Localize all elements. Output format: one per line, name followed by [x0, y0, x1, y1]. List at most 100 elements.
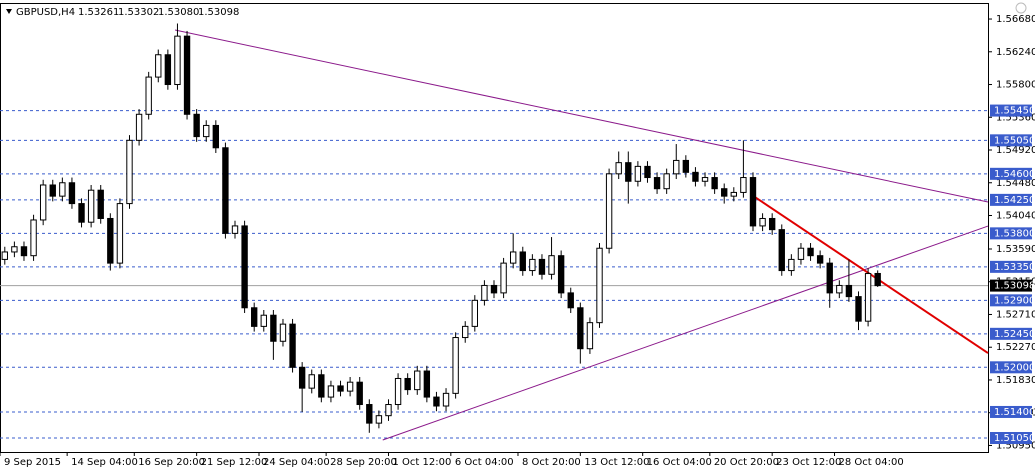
candle-body	[471, 299, 479, 327]
level-label: 1.52450	[994, 329, 1035, 340]
corner-icon[interactable]	[1015, 2, 1027, 14]
candle-body	[394, 377, 402, 406]
candle-body	[49, 184, 56, 197]
candle-body	[567, 292, 574, 309]
x-tick-label: 21 Sep 12:00	[201, 457, 268, 468]
level-label: 1.51050	[994, 433, 1035, 444]
candle-body	[1, 251, 8, 260]
candle-body	[673, 159, 680, 175]
chart-title: GBPUSD,H4	[16, 7, 75, 18]
y-tick-label: 1.54040	[996, 210, 1035, 221]
candle-body	[164, 54, 172, 86]
candle-body	[462, 325, 469, 339]
candle-body	[135, 113, 143, 141]
candle-body	[577, 307, 584, 350]
level-label-box	[990, 193, 1032, 206]
level-label: 1.55450	[994, 106, 1035, 117]
candle-body	[231, 225, 239, 234]
candle-body	[78, 203, 85, 223]
candle-body	[557, 255, 565, 294]
candle-body	[711, 177, 718, 190]
candle-body	[529, 258, 536, 272]
candle-body	[145, 76, 152, 115]
level-label-box	[990, 327, 1032, 340]
level-label: 1.52900	[994, 295, 1035, 306]
candle-body	[289, 323, 296, 368]
candle-body	[433, 396, 440, 407]
candle-body	[768, 217, 776, 231]
candle-body	[203, 124, 210, 138]
candle-body	[404, 377, 411, 391]
candle-body	[126, 139, 133, 205]
candle-body	[797, 247, 805, 260]
candle-body	[337, 385, 344, 392]
candle-body	[864, 273, 872, 322]
level-label-box	[990, 227, 1032, 240]
candle-body	[20, 246, 28, 257]
candle-body	[318, 374, 325, 398]
candle-body	[327, 385, 335, 398]
candle-body	[653, 177, 661, 190]
y-tick-label: 1.55360	[996, 112, 1035, 123]
candle-body	[721, 188, 728, 197]
candle-body	[749, 177, 757, 227]
x-tick-label: 9 Sep 2015	[4, 457, 61, 468]
level-label-box	[990, 104, 1032, 117]
x-tick-label: 28 Sep 20:00	[330, 457, 397, 468]
candle-body	[356, 381, 363, 406]
candle-body	[116, 203, 124, 264]
x-tick-label: 6 Oct 04:00	[455, 457, 514, 468]
level-label-box	[990, 405, 1032, 418]
candle-body	[346, 381, 354, 392]
candle-body	[11, 246, 18, 253]
y-tick-label: 1.56240	[996, 47, 1035, 58]
candle-body	[509, 251, 517, 264]
y-tick-label: 1.56680	[996, 14, 1035, 25]
candle-body	[251, 307, 258, 327]
level-label-box	[990, 260, 1032, 273]
candle-body	[490, 284, 498, 294]
x-tick-label: 16 Sep 20:00	[138, 457, 205, 468]
candle-body	[519, 251, 526, 272]
plot-frame	[0, 3, 989, 453]
candle-body	[701, 177, 709, 182]
y-tick-label: 1.52270	[996, 342, 1035, 353]
candle-body	[845, 284, 853, 298]
level-label-box	[990, 134, 1032, 147]
candle-body	[270, 314, 277, 342]
candle-body	[615, 162, 622, 175]
y-tick-label: 1.54480	[996, 178, 1035, 189]
y-tick-label: 1.51830	[996, 375, 1035, 386]
candle-body	[107, 217, 114, 264]
candle-body	[730, 191, 737, 197]
header-value: 1.53098	[198, 7, 239, 18]
candle-body	[68, 182, 76, 205]
x-tick-label: 14 Sep 04:00	[71, 457, 138, 468]
level-label: 1.53800	[994, 228, 1035, 239]
x-tick-label: 8 Oct 20:00	[522, 457, 581, 468]
candle-body	[634, 165, 642, 182]
candle-body	[39, 184, 47, 221]
candle-body	[30, 219, 37, 257]
candle-body	[423, 370, 431, 398]
candle-body	[481, 284, 488, 301]
candle-body	[855, 296, 862, 322]
candle-body	[308, 374, 315, 389]
level-label-box	[990, 361, 1032, 374]
candle-body	[682, 159, 690, 173]
candle-body	[260, 314, 267, 327]
x-tick-label: 16 Oct 04:00	[647, 457, 712, 468]
level-label: 1.53350	[994, 262, 1035, 273]
level-label-box	[990, 432, 1032, 445]
candle-body	[155, 54, 162, 78]
candle-body	[97, 189, 104, 219]
candle-body	[788, 258, 795, 272]
y-tick-label: 1.52710	[996, 309, 1035, 320]
candle-body	[836, 284, 843, 294]
candle-body	[538, 258, 546, 275]
candle-body	[174, 35, 181, 86]
x-tick-label: 20 Oct 20:00	[714, 457, 779, 468]
candle-body	[87, 189, 95, 223]
menu-arrow[interactable]	[6, 9, 12, 14]
